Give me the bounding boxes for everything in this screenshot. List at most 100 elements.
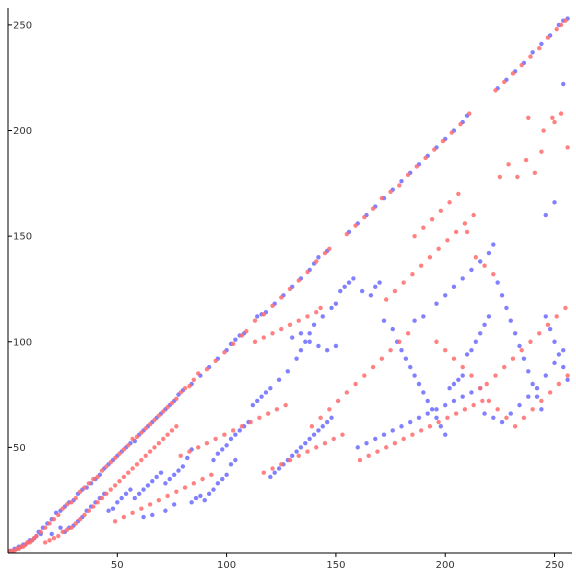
- scatter-point: [338, 288, 343, 294]
- scatter-point: [436, 246, 441, 252]
- scatter-point: [119, 495, 124, 501]
- scatter-point: [445, 415, 450, 421]
- scatter-point: [453, 411, 459, 416]
- scatter-point: [421, 314, 426, 319]
- scatter-point: [530, 381, 535, 387]
- scatter-point: [123, 491, 129, 497]
- scatter-point: [311, 432, 317, 437]
- scatter-point: [110, 506, 116, 511]
- scatter-point: [117, 451, 122, 456]
- scatter-point: [401, 280, 406, 285]
- scatter-point: [471, 402, 476, 408]
- scatter-point: [399, 348, 404, 353]
- scatter-point: [224, 472, 229, 478]
- scatter-point: [34, 533, 39, 539]
- scatter-point: [174, 424, 179, 429]
- scatter-point: [438, 208, 444, 213]
- scatter-point: [480, 398, 485, 404]
- scatter-point: [438, 424, 444, 429]
- x-axis-ticks: 50 100 150 200 250: [111, 553, 564, 571]
- scatter-point: [180, 464, 186, 469]
- scatter-point: [416, 415, 422, 421]
- scatter-point: [353, 223, 358, 228]
- scatter-point: [316, 428, 321, 433]
- scatter-point: [95, 474, 100, 480]
- scatter-point: [477, 259, 483, 264]
- scatter-point: [270, 331, 275, 336]
- scatter-point: [239, 424, 245, 429]
- scatter-point: [202, 497, 207, 503]
- scatter-point: [141, 514, 146, 520]
- scatter-point: [510, 71, 516, 76]
- scatter-point: [405, 172, 411, 178]
- scatter-point: [427, 255, 433, 260]
- scatter-point: [161, 409, 166, 414]
- scatter-point: [187, 383, 192, 389]
- scatter-point: [134, 462, 140, 467]
- scatter-point: [156, 440, 162, 446]
- scatter-point: [211, 457, 216, 463]
- scatter-point: [397, 183, 402, 188]
- scatter-point: [443, 293, 448, 298]
- scatter-point: [289, 335, 295, 340]
- scatter-point: [539, 41, 544, 47]
- scatter-point: [287, 457, 293, 463]
- scatter-point: [279, 326, 284, 332]
- scatter-point: [252, 339, 258, 344]
- scatter-point: [453, 229, 459, 235]
- scatter-point: [191, 481, 197, 486]
- scatter-point: [104, 491, 109, 497]
- scatter-point: [499, 419, 505, 425]
- scatter-point: [298, 348, 304, 353]
- scatter-point: [77, 517, 83, 522]
- scatter-point: [285, 369, 291, 374]
- scatter-point: [523, 157, 529, 163]
- scatter-point: [255, 398, 260, 404]
- scatter-point: [469, 390, 474, 395]
- scatter-point: [115, 500, 120, 505]
- scatter-point: [370, 364, 376, 370]
- scatter-point: [414, 164, 419, 169]
- scatter-point: [340, 432, 345, 437]
- scatter-point: [298, 331, 304, 336]
- scatter-point: [165, 493, 170, 499]
- scatter-point: [432, 147, 437, 152]
- scatter-point: [314, 259, 319, 264]
- scatter-point: [510, 356, 516, 361]
- scatter-point: [412, 373, 417, 378]
- scatter-point: [388, 189, 393, 194]
- scatter-point: [279, 295, 284, 300]
- x-tick-label: 150: [326, 560, 345, 571]
- scatter-point: [563, 305, 568, 311]
- scatter-point: [552, 360, 557, 366]
- scatter-point: [298, 445, 304, 450]
- scatter-point: [379, 195, 385, 201]
- scatter-point: [377, 280, 382, 285]
- scatter-point: [195, 445, 201, 450]
- scatter-point: [550, 115, 555, 121]
- scatter-point: [504, 415, 509, 421]
- scatter-point: [42, 525, 48, 530]
- scatter-point: [412, 318, 417, 323]
- x-tick-label: 200: [436, 560, 455, 571]
- scatter-point: [512, 331, 518, 336]
- scatter-point: [434, 339, 439, 344]
- y-tick-label: 200: [13, 126, 32, 137]
- scatter-point: [112, 483, 118, 488]
- scatter-point: [126, 470, 131, 475]
- scatter-point: [178, 390, 183, 395]
- points-layer: [7, 16, 570, 554]
- scatter-point: [82, 485, 87, 490]
- scatter-point: [121, 447, 127, 452]
- scatter-point: [451, 398, 457, 404]
- scatter-point: [556, 381, 562, 387]
- scatter-point: [565, 145, 570, 150]
- scatter-point: [467, 111, 472, 116]
- scatter-point: [408, 364, 413, 370]
- scatter-point: [329, 305, 334, 311]
- scatter-point: [259, 394, 264, 399]
- scatter-point: [462, 407, 468, 412]
- scatter-point: [49, 531, 54, 537]
- scatter-point: [261, 470, 266, 475]
